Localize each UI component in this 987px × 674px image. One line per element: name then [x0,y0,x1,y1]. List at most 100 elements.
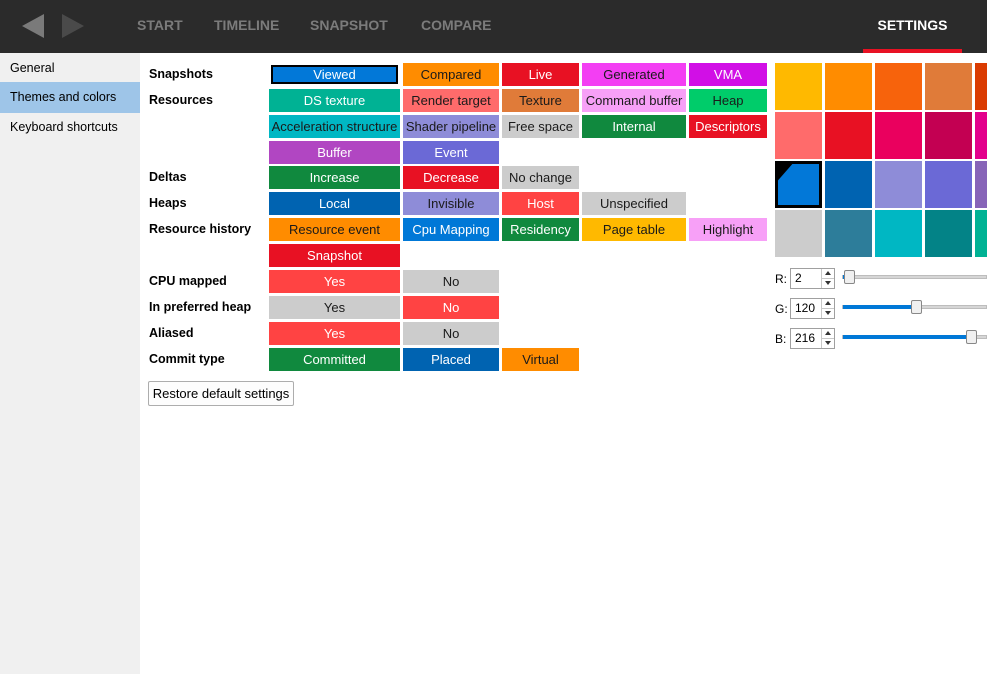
color-heaps-invisible[interactable]: Invisible [403,192,499,215]
back-arrow-icon[interactable] [22,14,44,38]
palette-swatch[interactable] [925,63,972,110]
palette-swatch[interactable] [875,112,922,159]
color-cpu-mapped-yes[interactable]: Yes [269,270,400,293]
color-resources-descriptors[interactable]: Descriptors [689,115,767,138]
color-resources-command-buffer[interactable]: Command buffer [582,89,686,112]
palette-swatch[interactable] [775,210,822,257]
color-history-resource-event[interactable]: Resource event [269,218,400,241]
top-navigation-bar: START TIMELINE SNAPSHOT COMPARE SETTINGS [0,0,987,53]
color-snapshots-generated[interactable]: Generated [582,63,686,86]
row-label-snapshots: Snapshots [149,67,213,81]
palette-swatch[interactable] [875,161,922,208]
red-slider[interactable] [842,270,987,284]
tab-start[interactable]: START [137,17,183,33]
blue-label: B: [775,332,787,346]
color-commit-virtual[interactable]: Virtual [502,348,579,371]
color-aliased-no[interactable]: No [403,322,499,345]
color-resources-event[interactable]: Event [403,141,499,164]
color-resources-shader-pipeline[interactable]: Shader pipeline [403,115,499,138]
color-resources-acceleration-structure[interactable]: Acceleration structure [269,115,400,138]
row-label-resources: Resources [149,93,213,107]
color-resources-ds-texture[interactable]: DS texture [269,89,400,112]
color-history-cpu-mapping[interactable]: Cpu Mapping [403,218,499,241]
red-decrement-icon[interactable] [821,278,834,288]
tab-compare[interactable]: COMPARE [421,17,492,33]
row-label-deltas: Deltas [149,170,187,184]
tab-snapshot[interactable]: SNAPSHOT [310,17,388,33]
row-label-commit-type: Commit type [149,352,225,366]
palette-swatch[interactable] [975,112,987,159]
color-history-snapshot[interactable]: Snapshot [269,244,400,267]
tab-timeline[interactable]: TIMELINE [214,17,280,33]
palette-swatch[interactable] [975,161,987,208]
color-deltas-decrease[interactable]: Decrease [403,166,499,189]
green-spinbox[interactable]: 120 [790,298,835,319]
palette-swatch[interactable] [975,210,987,257]
palette-swatch[interactable] [925,112,972,159]
red-spinbox[interactable]: 2 [790,268,835,289]
color-history-page-table[interactable]: Page table [582,218,686,241]
palette-swatch[interactable] [975,63,987,110]
restore-default-settings-button[interactable]: Restore default settings [148,381,294,406]
color-preferred-heap-yes[interactable]: Yes [269,296,400,319]
green-slider-thumb[interactable] [911,300,922,314]
color-aliased-yes[interactable]: Yes [269,322,400,345]
row-label-aliased: Aliased [149,326,194,340]
tab-settings[interactable]: SETTINGS [863,0,962,53]
color-resources-texture[interactable]: Texture [502,89,579,112]
row-label-heaps: Heaps [149,196,187,210]
palette-swatch[interactable] [825,112,872,159]
palette-swatch[interactable] [775,63,822,110]
palette-swatch[interactable] [825,63,872,110]
row-label-in-preferred-heap: In preferred heap [149,300,252,314]
color-cpu-mapped-no[interactable]: No [403,270,499,293]
green-decrement-icon[interactable] [821,308,834,318]
red-label: R: [775,272,787,286]
blue-slider-thumb[interactable] [966,330,977,344]
sidebar-item-general[interactable]: General [10,61,55,75]
palette-swatch[interactable] [775,161,822,208]
tab-settings-label: SETTINGS [877,17,948,33]
palette-swatch[interactable] [925,161,972,208]
color-commit-placed[interactable]: Placed [403,348,499,371]
color-history-residency[interactable]: Residency [502,218,579,241]
palette-swatch[interactable] [925,210,972,257]
color-deltas-increase[interactable]: Increase [269,166,400,189]
palette-swatch[interactable] [825,210,872,257]
row-label-cpu-mapped: CPU mapped [149,274,227,288]
green-increment-icon[interactable] [821,299,834,309]
color-history-highlight[interactable]: Highlight [689,218,767,241]
color-resources-buffer[interactable]: Buffer [269,141,400,164]
color-snapshots-compared[interactable]: Compared [403,63,499,86]
color-heaps-local[interactable]: Local [269,192,400,215]
sidebar-item-keyboard-shortcuts[interactable]: Keyboard shortcuts [10,120,118,134]
forward-arrow-icon[interactable] [62,14,84,38]
blue-decrement-icon[interactable] [821,338,834,348]
color-heaps-host[interactable]: Host [502,192,579,215]
color-snapshots-viewed[interactable]: Viewed [269,63,400,86]
palette-swatch[interactable] [875,210,922,257]
blue-increment-icon[interactable] [821,329,834,339]
color-preferred-heap-no[interactable]: No [403,296,499,319]
color-commit-committed[interactable]: Committed [269,348,400,371]
palette-swatch[interactable] [875,63,922,110]
green-slider-fill [843,305,911,309]
color-resources-free-space[interactable]: Free space [502,115,579,138]
color-snapshots-live[interactable]: Live [502,63,579,86]
red-increment-icon[interactable] [821,269,834,279]
color-resources-heap[interactable]: Heap [689,89,767,112]
green-slider[interactable] [842,300,987,314]
row-label-resource-history: Resource history [149,222,252,236]
color-snapshots-vma[interactable]: VMA [689,63,767,86]
color-resources-internal[interactable]: Internal [582,115,686,138]
palette-swatch[interactable] [775,112,822,159]
active-tab-indicator [863,49,962,53]
blue-slider[interactable] [842,330,987,344]
sidebar-item-themes-and-colors[interactable]: Themes and colors [0,82,140,113]
color-deltas-no-change[interactable]: No change [502,166,579,189]
color-heaps-unspecified[interactable]: Unspecified [582,192,686,215]
color-resources-render-target[interactable]: Render target [403,89,499,112]
blue-spinbox[interactable]: 216 [790,328,835,349]
red-slider-thumb[interactable] [844,270,855,284]
palette-swatch[interactable] [825,161,872,208]
